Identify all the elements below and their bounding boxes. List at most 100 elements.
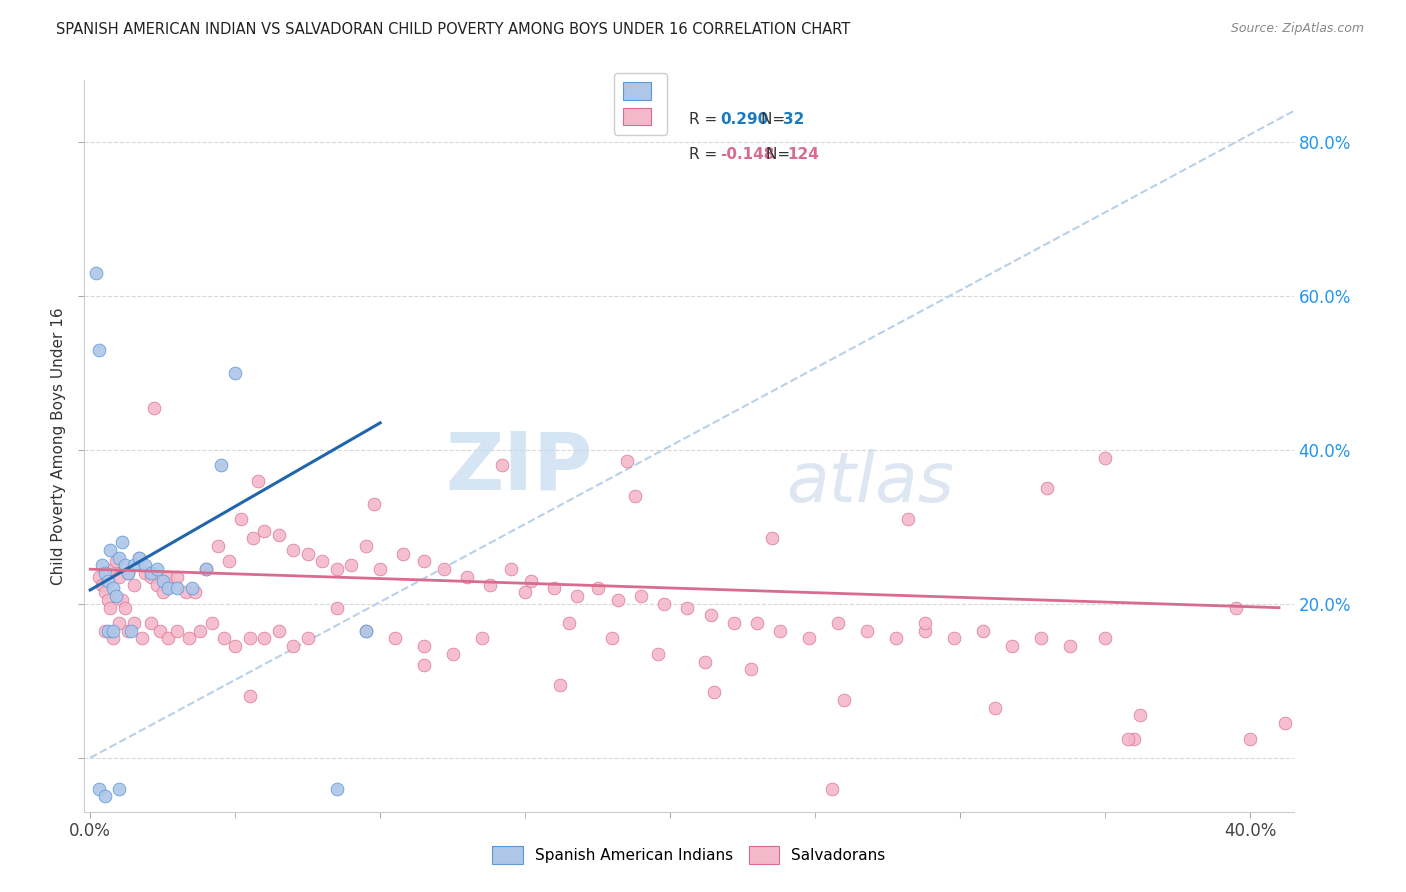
Point — [1094, 632, 1116, 646]
Point — [224, 639, 246, 653]
Point — [433, 562, 456, 576]
Point — [122, 577, 145, 591]
Point — [139, 616, 162, 631]
Point — [769, 624, 792, 638]
Point — [412, 554, 434, 568]
Point — [128, 550, 150, 565]
Point — [239, 690, 262, 704]
Point — [740, 662, 762, 676]
Point — [142, 401, 165, 415]
Point — [520, 574, 543, 588]
Point — [207, 539, 229, 553]
Point — [90, 558, 112, 573]
Point — [166, 624, 188, 638]
Point — [201, 616, 224, 631]
Point — [703, 685, 725, 699]
Point — [761, 532, 783, 546]
Point — [166, 582, 188, 596]
Point — [96, 593, 118, 607]
Point — [93, 566, 115, 580]
Point — [491, 458, 513, 473]
Point — [84, 266, 107, 280]
Point — [548, 678, 571, 692]
Point — [267, 624, 290, 638]
Point — [239, 632, 262, 646]
Point — [1116, 731, 1139, 746]
Point — [297, 632, 319, 646]
Point — [412, 639, 434, 653]
Text: N=: N= — [761, 112, 790, 127]
Text: SPANISH AMERICAN INDIAN VS SALVADORAN CHILD POVERTY AMONG BOYS UNDER 16 CORRELAT: SPANISH AMERICAN INDIAN VS SALVADORAN CH… — [56, 22, 851, 37]
Point — [157, 582, 180, 596]
Point — [884, 632, 907, 646]
Point — [471, 632, 494, 646]
Point — [297, 547, 319, 561]
Point — [253, 632, 276, 646]
Point — [354, 539, 377, 553]
Point — [897, 512, 920, 526]
Point — [229, 512, 252, 526]
Point — [368, 562, 391, 576]
Point — [693, 655, 716, 669]
Point — [93, 624, 115, 638]
Point — [218, 554, 240, 568]
Point — [1225, 600, 1247, 615]
Point — [103, 582, 125, 596]
Point — [177, 632, 200, 646]
Text: Source: ZipAtlas.com: Source: ZipAtlas.com — [1230, 22, 1364, 36]
Point — [117, 624, 139, 638]
Legend: Spanish American Indians, Salvadorans: Spanish American Indians, Salvadorans — [486, 840, 891, 870]
Point — [1094, 450, 1116, 465]
Point — [111, 593, 134, 607]
Point — [188, 624, 211, 638]
Text: atlas: atlas — [786, 449, 953, 516]
Point — [543, 582, 565, 596]
Point — [456, 570, 478, 584]
Point — [600, 632, 623, 646]
Point — [325, 781, 347, 796]
Point — [281, 543, 304, 558]
Point — [479, 577, 502, 591]
Point — [242, 532, 264, 546]
Point — [1036, 481, 1059, 495]
Point — [624, 489, 647, 503]
Point — [723, 616, 745, 631]
Point — [616, 454, 638, 468]
Point — [146, 562, 169, 576]
Point — [108, 781, 131, 796]
Point — [354, 624, 377, 638]
Point — [149, 624, 172, 638]
Point — [108, 570, 131, 584]
Point — [984, 700, 1007, 714]
Point — [647, 647, 669, 661]
Point — [87, 781, 110, 796]
Point — [914, 616, 936, 631]
Point — [100, 543, 122, 558]
Text: 124: 124 — [787, 147, 820, 162]
Point — [108, 550, 131, 565]
Point — [103, 562, 125, 576]
Point — [1123, 731, 1146, 746]
Text: ZIP: ZIP — [444, 429, 592, 507]
Point — [363, 497, 385, 511]
Point — [128, 550, 150, 565]
Point — [513, 585, 536, 599]
Point — [325, 600, 347, 615]
Point — [247, 474, 270, 488]
Point — [606, 593, 628, 607]
Point — [93, 585, 115, 599]
Point — [166, 570, 188, 584]
Point — [105, 589, 128, 603]
Point — [212, 632, 235, 646]
Point — [699, 608, 721, 623]
Point — [96, 574, 118, 588]
Point — [139, 566, 162, 580]
Point — [134, 558, 156, 573]
Point — [325, 562, 347, 576]
Point — [586, 582, 609, 596]
Point — [392, 547, 415, 561]
Point — [557, 616, 579, 631]
Point — [441, 647, 464, 661]
Point — [103, 632, 125, 646]
Point — [174, 585, 197, 599]
